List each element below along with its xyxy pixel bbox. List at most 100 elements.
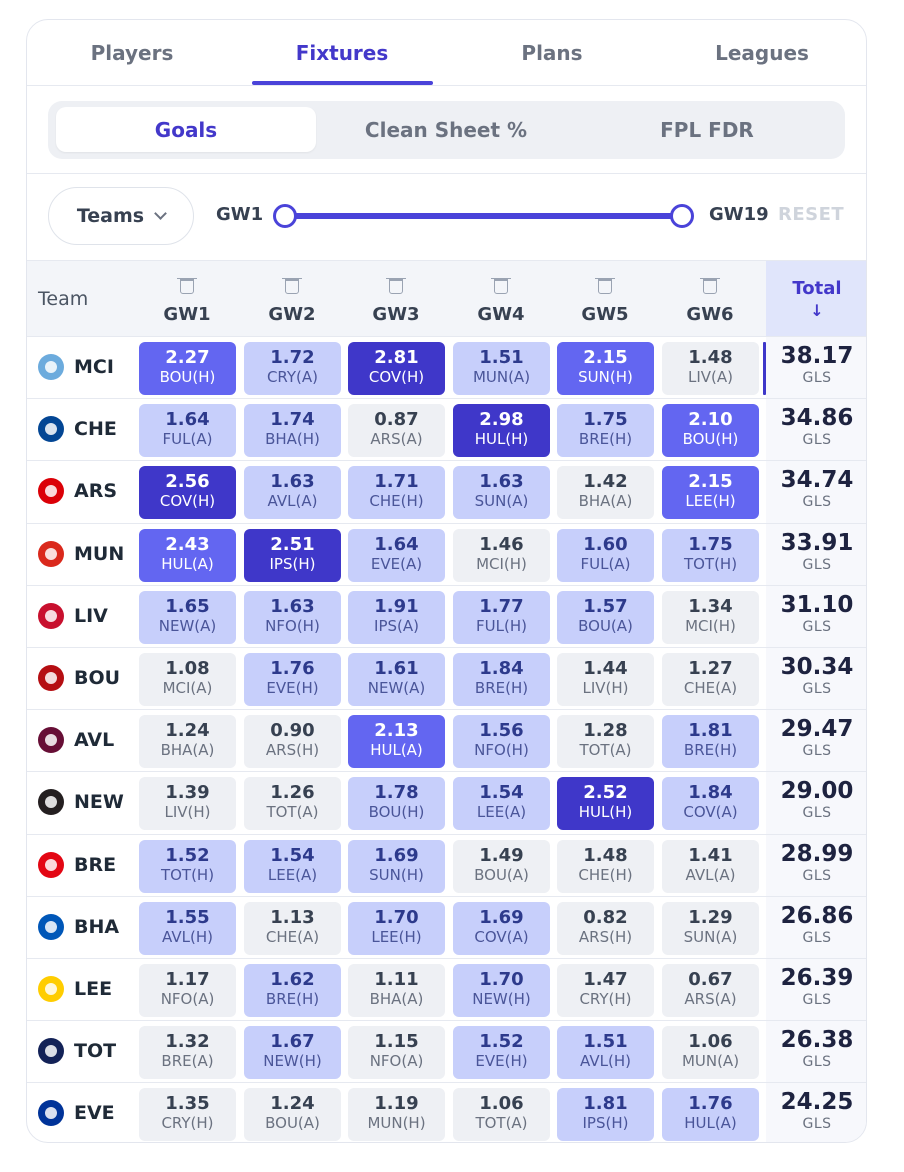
fixture-cell[interactable]: 1.42 BHA(A): [557, 466, 654, 520]
fixture-cell[interactable]: 1.19 MUN(H): [348, 1088, 445, 1142]
team-cell[interactable]: BHA: [27, 897, 135, 959]
fixture-cell[interactable]: 1.57 BOU(A): [557, 590, 654, 644]
fixture-cell[interactable]: 1.06 TOT(A): [453, 1088, 550, 1142]
team-cell[interactable]: LIV: [27, 586, 135, 648]
fixture-cell[interactable]: 1.63 SUN(A): [453, 466, 550, 520]
fixture-cell[interactable]: 1.69 COV(A): [453, 901, 550, 955]
fixture-cell[interactable]: 1.64 EVE(A): [348, 528, 445, 582]
fixture-cell[interactable]: 1.06 MUN(A): [662, 1026, 759, 1080]
team-cell[interactable]: MCI: [27, 337, 135, 399]
fixture-cell[interactable]: 1.41 AVL(A): [662, 839, 759, 893]
fixture-cell[interactable]: 1.54 LEE(A): [453, 777, 550, 831]
fixture-cell[interactable]: 0.90 ARS(H): [244, 715, 341, 769]
fixture-cell[interactable]: 1.51 AVL(H): [557, 1026, 654, 1080]
fixture-cell[interactable]: 1.91 IPS(A): [348, 590, 445, 644]
tab-leagues[interactable]: Leagues: [715, 41, 809, 65]
fixture-cell[interactable]: 1.62 BRE(H): [244, 964, 341, 1017]
fixture-cell[interactable]: 1.29 SUN(A): [662, 901, 759, 955]
fixture-cell[interactable]: 1.84 BRE(H): [453, 653, 550, 706]
fixture-cell[interactable]: 1.78 BOU(H): [348, 777, 445, 831]
fixture-cell[interactable]: 0.87 ARS(A): [348, 404, 445, 458]
team-cell[interactable]: BRE: [27, 835, 135, 897]
fixture-cell[interactable]: 1.76 EVE(H): [244, 653, 341, 706]
fixture-cell[interactable]: 1.27 CHE(A): [662, 653, 759, 706]
fixture-cell[interactable]: 2.10 BOU(H): [662, 404, 759, 458]
fixture-cell[interactable]: 1.35 CRY(H): [139, 1088, 236, 1142]
fixture-cell[interactable]: 2.15 SUN(H): [557, 342, 654, 395]
fixture-cell[interactable]: 1.52 EVE(H): [453, 1026, 550, 1080]
range-start-handle[interactable]: [273, 204, 297, 228]
fixture-cell[interactable]: 2.56 COV(H): [139, 466, 236, 520]
fixture-cell[interactable]: 1.49 BOU(A): [453, 839, 550, 893]
gameweek-range-slider[interactable]: [285, 213, 682, 219]
remove-gameweek-icon[interactable]: [700, 278, 720, 294]
fixture-cell[interactable]: 1.77 FUL(H): [453, 590, 550, 644]
fixture-cell[interactable]: 2.15 LEE(H): [662, 466, 759, 520]
team-cell[interactable]: MUN: [27, 524, 135, 586]
fixture-cell[interactable]: 2.51 IPS(H): [244, 528, 341, 582]
fixture-cell[interactable]: 2.52 HUL(H): [557, 777, 654, 831]
fixture-cell[interactable]: 1.70 LEE(H): [348, 901, 445, 955]
fixture-cell[interactable]: 1.48 LIV(A): [662, 342, 759, 395]
fixture-cell[interactable]: 1.84 COV(A): [662, 777, 759, 831]
fixture-cell[interactable]: 2.98 HUL(H): [453, 404, 550, 458]
fixture-cell[interactable]: 1.65 NEW(A): [139, 590, 236, 644]
metric-goals[interactable]: Goals: [56, 107, 316, 152]
fixture-cell[interactable]: 1.81 IPS(H): [557, 1088, 654, 1142]
reset-button[interactable]: RESET: [778, 204, 845, 225]
fixture-cell[interactable]: 1.81 BRE(H): [662, 715, 759, 769]
fixture-cell[interactable]: 1.74 BHA(H): [244, 404, 341, 458]
fixture-cell[interactable]: 1.47 CRY(H): [557, 964, 654, 1017]
fixture-cell[interactable]: 1.61 NEW(A): [348, 653, 445, 706]
fixture-cell[interactable]: 1.63 AVL(A): [244, 466, 341, 520]
fixture-cell[interactable]: 1.71 CHE(H): [348, 466, 445, 520]
fixture-cell[interactable]: 1.67 NEW(H): [244, 1026, 341, 1080]
team-cell[interactable]: LEE: [27, 959, 135, 1021]
tab-plans[interactable]: Plans: [521, 41, 583, 65]
team-cell[interactable]: NEW: [27, 772, 135, 834]
total-column-header[interactable]: Total ↓: [766, 261, 866, 337]
fixture-cell[interactable]: 1.51 MUN(A): [453, 342, 550, 395]
fixture-cell[interactable]: 1.11 BHA(A): [348, 964, 445, 1017]
fixture-cell[interactable]: 1.75 TOT(H): [662, 528, 759, 582]
range-end-handle[interactable]: [670, 204, 694, 228]
fixture-cell[interactable]: 1.08 MCI(A): [139, 653, 236, 706]
fixture-cell[interactable]: 1.54 LEE(A): [244, 839, 341, 893]
team-cell[interactable]: CHE: [27, 399, 135, 461]
fixture-cell[interactable]: 1.17 NFO(A): [139, 964, 236, 1017]
fixture-cell[interactable]: 2.13 HUL(A): [348, 715, 445, 769]
fixture-cell[interactable]: 1.70 NEW(H): [453, 964, 550, 1017]
team-cell[interactable]: AVL: [27, 710, 135, 772]
fixture-cell[interactable]: 1.52 TOT(H): [139, 839, 236, 893]
fixture-cell[interactable]: 2.43 HUL(A): [139, 528, 236, 582]
fixture-cell[interactable]: 1.24 BOU(A): [244, 1088, 341, 1142]
fixture-cell[interactable]: 1.28 TOT(A): [557, 715, 654, 769]
team-cell[interactable]: BOU: [27, 648, 135, 710]
fixture-cell[interactable]: 1.46 MCI(H): [453, 528, 550, 582]
fixture-cell[interactable]: 0.82 ARS(H): [557, 901, 654, 955]
team-cell[interactable]: TOT: [27, 1021, 135, 1083]
fixture-cell[interactable]: 1.76 HUL(A): [662, 1088, 759, 1142]
team-cell[interactable]: ARS: [27, 461, 135, 523]
fixture-cell[interactable]: 1.48 CHE(H): [557, 839, 654, 893]
fixture-cell[interactable]: 0.67 ARS(A): [662, 964, 759, 1017]
fixture-cell[interactable]: 1.63 NFO(H): [244, 590, 341, 644]
fixture-cell[interactable]: 1.24 BHA(A): [139, 715, 236, 769]
remove-gameweek-icon[interactable]: [595, 278, 615, 294]
tab-fixtures[interactable]: Fixtures: [295, 41, 389, 65]
fixture-cell[interactable]: 1.60 FUL(A): [557, 528, 654, 582]
teams-dropdown[interactable]: Teams: [48, 187, 194, 245]
metric-fpl-fdr[interactable]: FPL FDR: [660, 117, 754, 142]
fixture-cell[interactable]: 1.13 CHE(A): [244, 901, 341, 955]
remove-gameweek-icon[interactable]: [491, 278, 511, 294]
tab-players[interactable]: Players: [90, 41, 174, 65]
remove-gameweek-icon[interactable]: [282, 278, 302, 294]
fixture-cell[interactable]: 1.56 NFO(H): [453, 715, 550, 769]
fixture-cell[interactable]: 1.72 CRY(A): [244, 342, 341, 395]
fixture-cell[interactable]: 1.75 BRE(H): [557, 404, 654, 458]
fixture-cell[interactable]: 1.15 NFO(A): [348, 1026, 445, 1080]
fixture-cell[interactable]: 2.81 COV(H): [348, 342, 445, 395]
fixture-cell[interactable]: 2.27 BOU(H): [139, 342, 236, 395]
fixture-cell[interactable]: 1.34 MCI(H): [662, 590, 759, 644]
metric-clean-sheet[interactable]: Clean Sheet %: [364, 117, 528, 142]
